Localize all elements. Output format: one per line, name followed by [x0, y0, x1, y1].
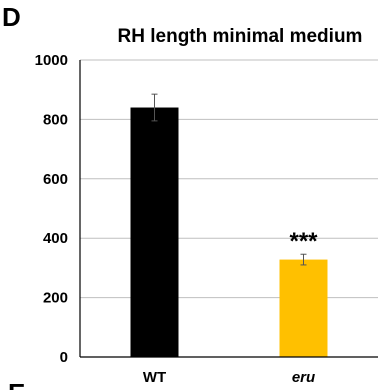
y-tick-label-600: 600	[43, 171, 68, 188]
y-tick-label-0: 0	[60, 349, 68, 366]
chart-title: RH length minimal medium	[118, 26, 363, 47]
axes	[79, 60, 378, 358]
next-panel-label: E	[8, 378, 25, 390]
panel-label: D	[2, 2, 21, 32]
y-tick-label-1000: 1000	[35, 52, 68, 69]
gridlines	[80, 59, 378, 299]
x-tick-label-eru: eru	[292, 369, 315, 386]
bar-WT	[130, 107, 179, 358]
y-tick-label-200: 200	[43, 290, 68, 307]
y-tick-label-800: 800	[43, 111, 68, 128]
y-tick-label-400: 400	[43, 230, 68, 247]
error-bar-eru	[300, 253, 307, 266]
labels: 0 200 400 600 800 1000 WT eru ***	[35, 52, 319, 386]
error-bar-WT	[151, 93, 158, 122]
x-tick-label-WT: WT	[143, 369, 166, 386]
bar-eru	[279, 259, 328, 357]
significance-label-eru: ***	[289, 228, 318, 255]
bars	[130, 93, 328, 358]
